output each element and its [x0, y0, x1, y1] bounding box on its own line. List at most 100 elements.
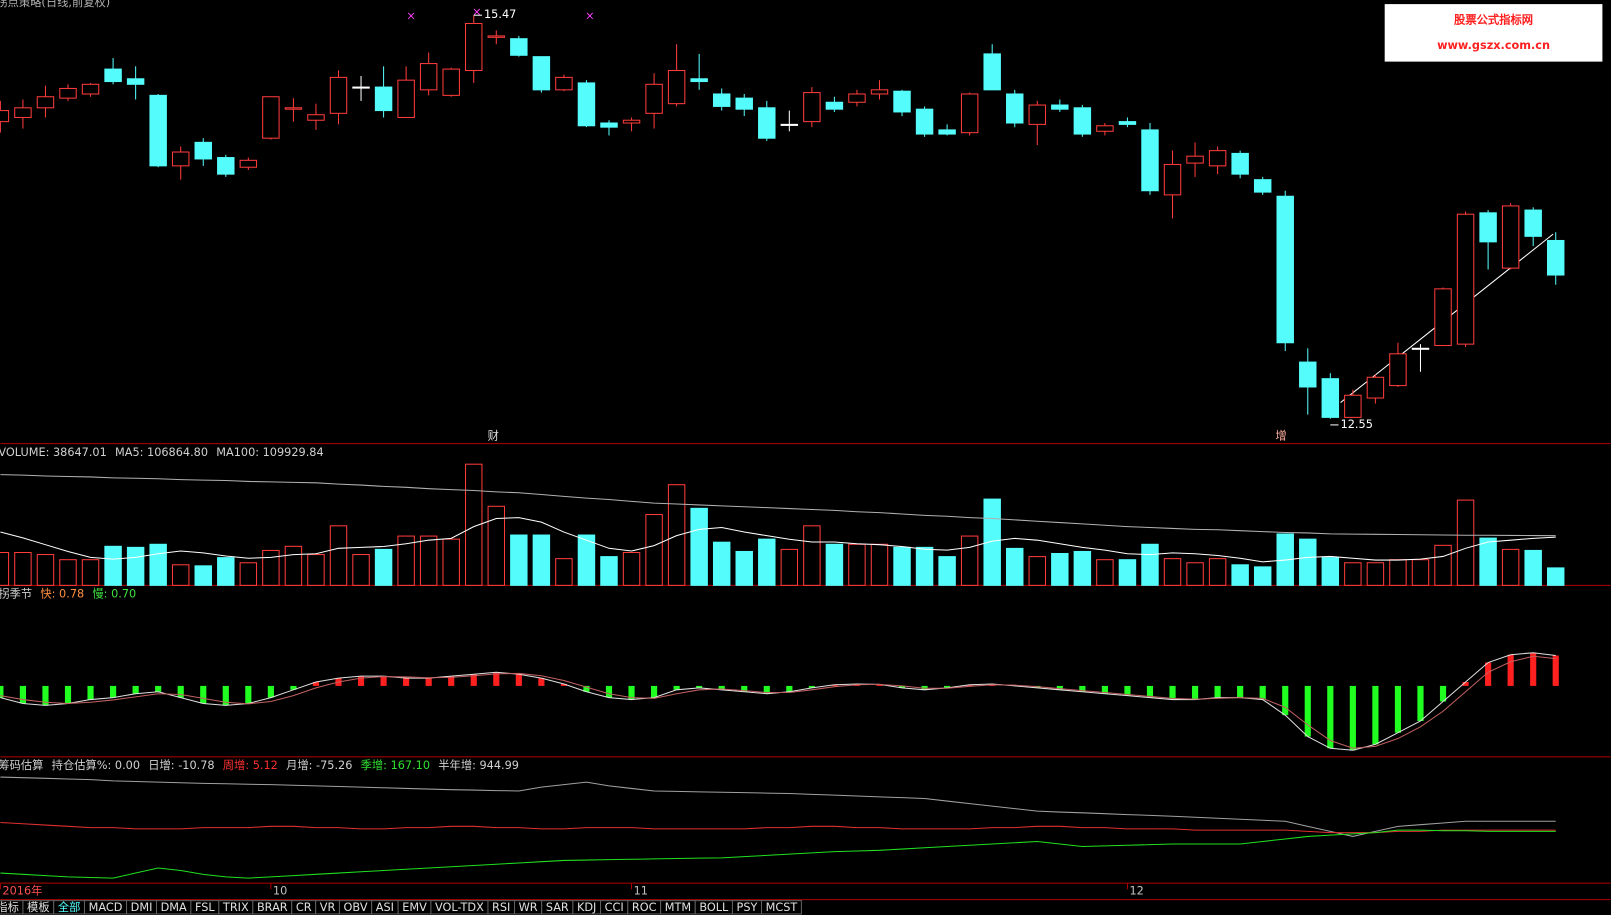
toolbar-tab[interactable]: 全部: [53, 900, 86, 915]
oscillator-bar: [605, 685, 613, 698]
volume-bar: [397, 535, 415, 586]
toolbar-tab[interactable]: BOLL: [694, 900, 733, 915]
toolbar-tab[interactable]: EMV: [397, 900, 432, 915]
candle-body: [149, 94, 167, 167]
toolbar-tab[interactable]: RSI: [487, 900, 516, 915]
oscillator-bar: [538, 678, 545, 686]
candle-body: [690, 78, 708, 83]
oscillator-bar: [448, 676, 455, 686]
candle-body: [622, 119, 641, 124]
header-item: MA100: 109929.84: [216, 446, 323, 459]
series-line: [0, 822, 1556, 834]
toolbar-tab[interactable]: MTM: [660, 900, 696, 915]
toolbar-tab[interactable]: DMA: [155, 900, 192, 915]
candle-body: [1456, 213, 1475, 345]
oscillator-bar: [19, 685, 27, 704]
volume-bar: [532, 534, 551, 586]
toolbar-tab[interactable]: SAR: [541, 900, 574, 915]
oscillator-bar: [876, 684, 883, 686]
candle-body: [983, 53, 1001, 91]
candle-body: [307, 114, 325, 121]
candle-body: [487, 35, 506, 38]
candle-body: [14, 107, 32, 118]
oscillator-bar: [200, 685, 207, 704]
header-item: 日增: -10.78: [148, 758, 214, 772]
toolbar-tab[interactable]: 模板: [22, 900, 55, 915]
toolbar-tab[interactable]: MACD: [83, 900, 128, 915]
tab-label: MTM: [665, 901, 691, 914]
candle-body: [194, 141, 212, 160]
oscillator-bar: [290, 685, 297, 690]
candle-body: [374, 86, 393, 112]
oscillator-bar: [1237, 685, 1244, 698]
oscillator-bar: [1552, 655, 1559, 686]
toolbar-tab[interactable]: DMI: [126, 900, 158, 915]
panel-header: 拐季节 快: 0.78 慢: 0.70: [0, 587, 136, 601]
oscillator-bar: [470, 674, 477, 686]
toolbar-tab[interactable]: 指标: [0, 900, 24, 915]
candle-body: [419, 63, 438, 91]
candle-body: [712, 93, 731, 107]
oscillator-bar: [898, 685, 906, 688]
candle-body: [1366, 376, 1385, 399]
oscillator-bar: [673, 685, 680, 690]
oscillator-bar: [1146, 685, 1154, 698]
volume-bar: [510, 534, 528, 586]
oscillator-bar: [1372, 685, 1379, 745]
candle-body: [1051, 104, 1069, 110]
volume-bar: [780, 548, 799, 586]
toolbar-tab[interactable]: ASI: [371, 900, 399, 915]
toolbar-tab[interactable]: BRAR: [252, 900, 293, 915]
tab-label: VOL-TDX: [435, 901, 484, 914]
tab-label: BRAR: [257, 901, 288, 914]
oscillator-bar: [1439, 685, 1447, 702]
toolbar-tab[interactable]: PSY: [731, 900, 763, 915]
tab-label: CCI: [605, 901, 624, 914]
toolbar-tab[interactable]: VOL-TDX: [430, 900, 489, 915]
volume-bar: [735, 550, 753, 586]
volume-bar: [419, 535, 438, 586]
candle-body: [555, 76, 573, 91]
candle-body: [352, 86, 370, 89]
volume-bar: [1141, 543, 1159, 586]
header-item: 季增: 167.10: [361, 758, 430, 772]
oscillator-bar: [1259, 685, 1266, 700]
oscillator-bar: [1327, 685, 1334, 749]
toolbar-tab[interactable]: OBV: [338, 900, 373, 915]
volume-bar: [803, 525, 821, 586]
volume-bar: [600, 556, 618, 586]
volume-bar: [352, 554, 370, 586]
toolbar-tab[interactable]: MCST: [760, 900, 802, 915]
oscillator-bar: [1394, 685, 1402, 733]
candle-body: [465, 22, 483, 71]
candle-body: [1276, 195, 1294, 344]
volume-bar: [1389, 559, 1407, 586]
toolbar-tab[interactable]: CCI: [599, 900, 629, 915]
candle-body: [893, 90, 911, 113]
toolbar-tab[interactable]: CR: [291, 900, 317, 915]
oscillator-bar: [808, 685, 815, 688]
toolbar-tab[interactable]: WR: [513, 900, 543, 915]
oscillator-bar: [425, 678, 432, 686]
volume-bar: [217, 557, 235, 586]
oscillator-bar: [966, 684, 973, 686]
toolbar-tab[interactable]: ROC: [627, 900, 662, 915]
candle-body: [239, 159, 258, 168]
x-tick-label: 2016年: [2, 883, 42, 897]
toolbar-tab[interactable]: VR: [315, 900, 340, 915]
tab-label: MCST: [766, 901, 798, 914]
oscillator-bar: [786, 685, 793, 692]
toolbar-tab[interactable]: KDJ: [572, 900, 602, 915]
toolbar-tab[interactable]: FSL: [190, 900, 220, 915]
volume-bar: [1479, 537, 1497, 586]
candle-body: [667, 69, 686, 105]
tab-label: DMI: [131, 901, 153, 914]
volume-bar: [1028, 556, 1047, 586]
volume-bar: [960, 535, 979, 586]
chart-title: 拐点策略(日线,前复权): [0, 0, 110, 9]
candle-body: [1524, 209, 1542, 237]
toolbar-tab[interactable]: TRIX: [218, 900, 254, 915]
oscillator-bar: [1214, 685, 1221, 698]
volume-bar: [1321, 557, 1340, 586]
